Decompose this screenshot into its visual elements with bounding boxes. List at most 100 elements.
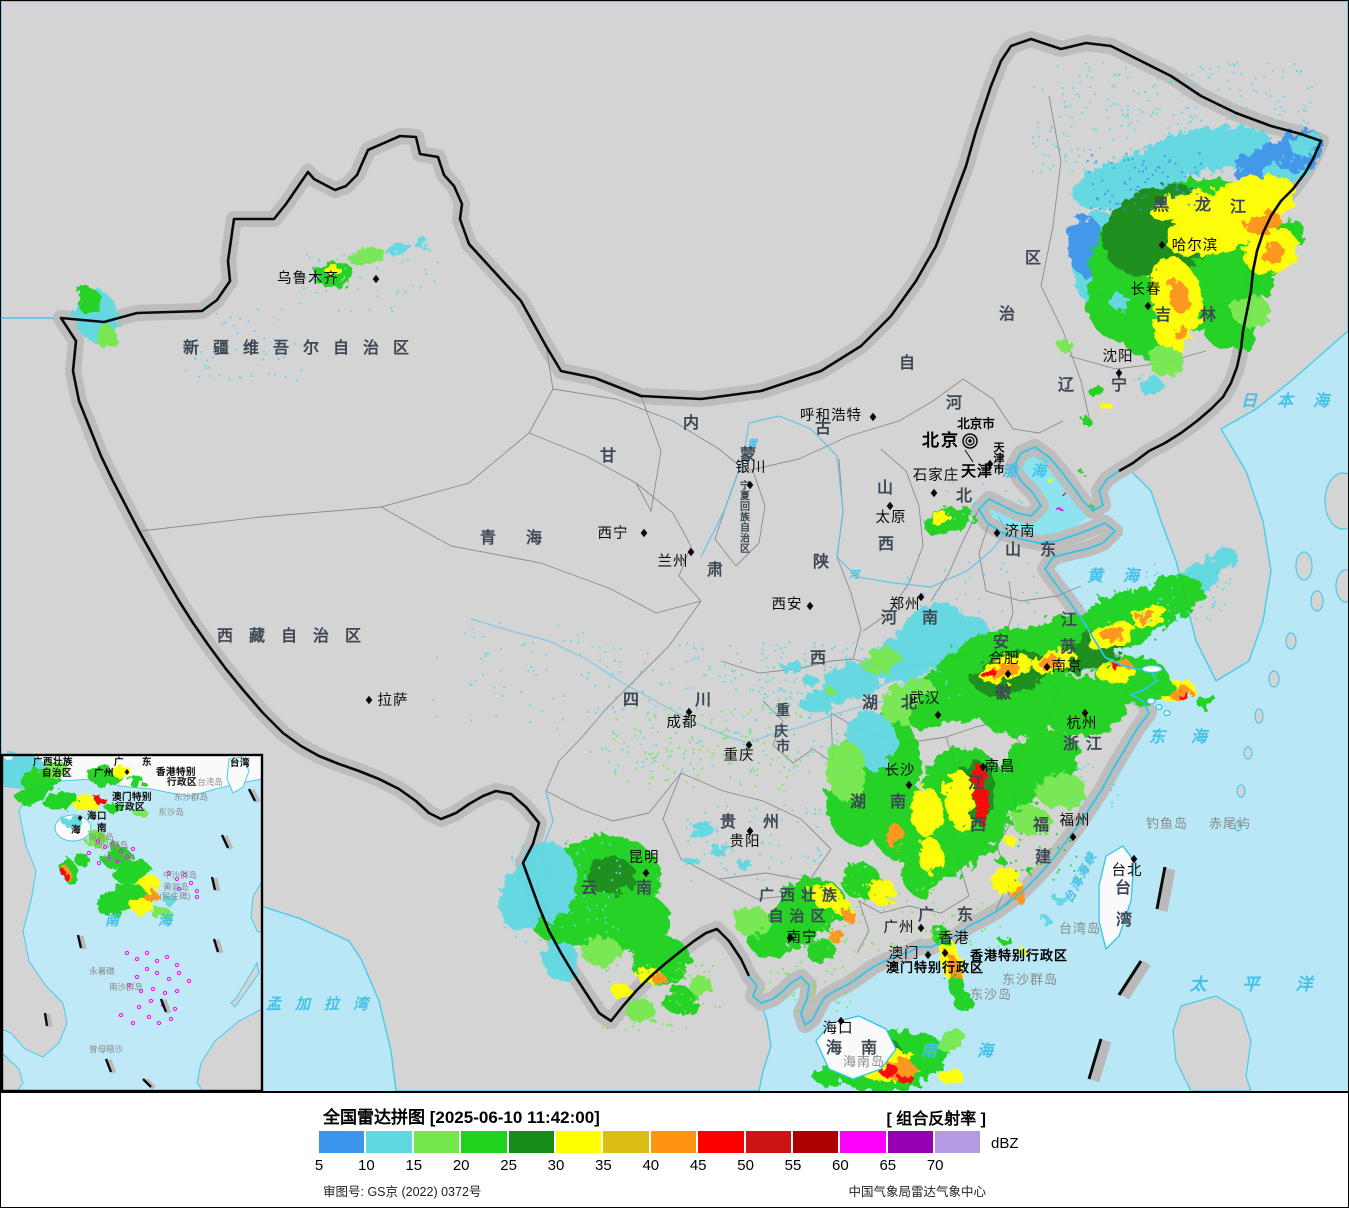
sea-label: 河 [849,569,861,581]
radar-speckle [782,690,785,693]
radar-speckle [634,727,637,730]
colorbar-swatch [792,1131,839,1153]
radar-speckle [784,697,787,700]
radar-speckle [936,934,939,937]
radar-speckle [401,260,404,263]
radar-speckle [751,738,754,741]
radar-speckle [1290,160,1293,163]
radar-speckle [1066,134,1069,137]
radar-speckle [652,776,655,779]
radar-speckle [799,715,802,717]
radar-speckle [1168,609,1171,612]
radar-speckle [1228,582,1231,585]
radar-speckle [1269,95,1272,97]
radar-speckle [654,756,656,759]
inset-island-label: (永兴岛) [103,852,134,862]
beijing-capital-marker [968,439,972,443]
radar-speckle [829,666,832,669]
radar-speckle [769,971,772,974]
radar-speckle [1198,135,1201,138]
radar-speckle [1276,100,1279,103]
radar-speckle [1179,140,1182,143]
province-label: 江 [1061,611,1077,629]
radar-speckle [262,350,265,353]
radar-speckle [1200,162,1202,165]
city-label: 拉萨 [378,692,409,709]
radar-speckle [1109,200,1112,203]
province-label: 南 [890,792,906,811]
radar-speckle [1151,173,1154,176]
radar-speckle [1034,610,1037,613]
radar-speckle [1158,598,1161,601]
radar-speckle [595,904,598,907]
radar-speckle [1194,166,1197,169]
reef-mark [144,950,150,956]
inset-radar-cell [44,761,68,777]
city-label: 香港 [939,930,970,947]
reef-mark [194,894,200,900]
radar-speckle [793,992,796,995]
radar-speckle [1226,145,1229,148]
radar-speckle [1135,189,1138,192]
radar-speckle [670,1023,673,1026]
radar-speckle [717,744,719,747]
radar-speckle [1011,516,1014,519]
radar-speckle [955,598,958,601]
radar-speckle [1114,73,1117,76]
radar-cell [1000,936,1012,946]
radar-speckle [1075,767,1078,770]
radar-speckle [1133,128,1136,131]
radar-speckle [647,970,650,973]
radar-speckle [783,790,786,793]
radar-speckle [790,697,793,700]
beijing-capital-marker [962,433,978,449]
radar-speckle [1036,122,1039,125]
radar-speckle [669,737,672,739]
radar-speckle [1021,869,1024,871]
radar-cell [1058,340,1074,352]
province-label: 广 [918,905,934,924]
radar-speckle [1146,571,1148,574]
radar-speckle [686,642,688,645]
radar-speckle [662,1023,665,1026]
radar-speckle [714,1005,717,1008]
radar-speckle [1303,105,1306,108]
radar-speckle [868,673,871,676]
radar-speckle [635,767,637,770]
radar-speckle [968,561,971,564]
radar-speckle [667,714,670,717]
radar-speckle [607,980,610,983]
radar-speckle [1173,141,1176,144]
reef-mark [86,850,92,856]
radar-speckle [877,949,880,952]
radar-speckle [683,752,686,755]
radar-speckle [633,1022,636,1025]
radar-speckle [1310,86,1313,89]
radar-speckle [977,598,980,601]
radar-speckle [205,359,208,362]
radar-speckle [575,853,578,856]
radar-speckle [847,694,850,696]
radar-speckle [823,980,826,983]
reef-mark [114,858,120,864]
radar-speckle [745,860,748,863]
radar-speckle [607,896,610,899]
dash-shadow [78,935,87,950]
radar-speckle [901,911,904,914]
radar-speckle [1096,807,1099,810]
radar-speckle [1110,162,1113,164]
radar-speckle [420,286,422,289]
radar-speckle [499,621,501,624]
radar-speckle [1088,171,1091,174]
radar-speckle [1256,90,1258,93]
city-marker [917,592,925,602]
radar-speckle [1057,846,1060,849]
radar-speckle [1146,178,1149,180]
radar-speckle [792,994,795,997]
radar-speckle [1160,141,1163,144]
radar-speckle [1142,160,1145,163]
beijing-label: 北京 [922,430,960,450]
radar-speckle [1279,161,1282,163]
radar-speckle [1270,137,1273,139]
inset-island-label: 西沙群岛 [94,840,128,850]
